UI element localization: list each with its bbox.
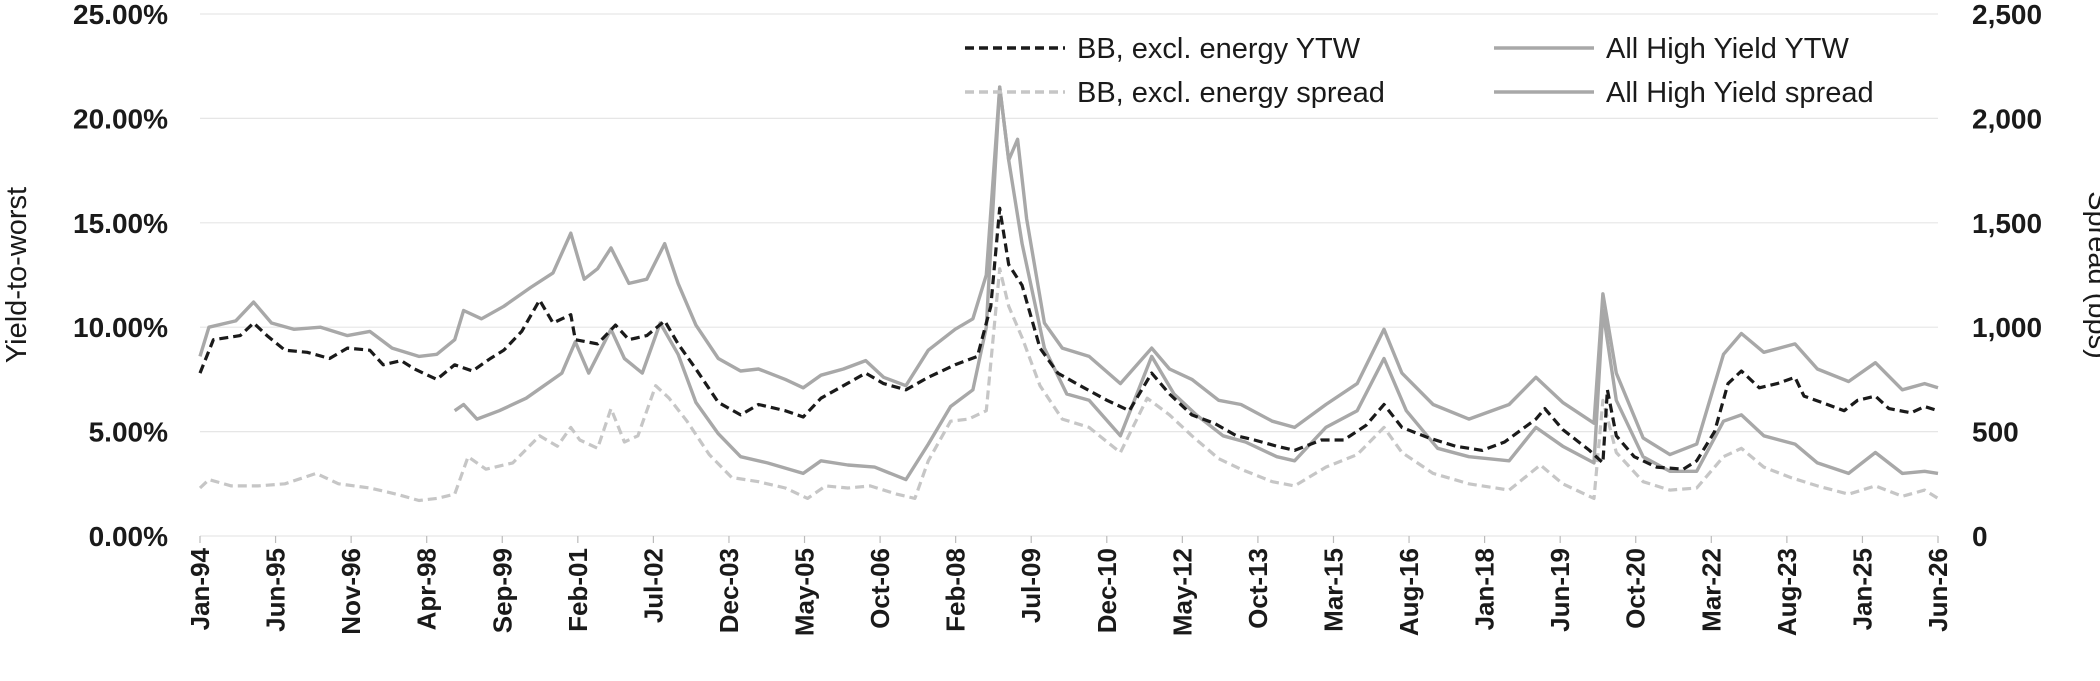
x-tick-label: Jun-26 (1923, 548, 1953, 632)
x-tick-label: Mar-22 (1696, 548, 1726, 632)
right-axis-title: Spread (bps) (2082, 191, 2100, 359)
right-tick-label: 2,000 (1972, 103, 2042, 134)
left-tick-label: 0.00% (89, 521, 168, 552)
x-tick-label: Dec-03 (714, 548, 744, 633)
left-tick-label: 15.00% (73, 208, 168, 239)
x-tick-label: Feb-08 (941, 548, 971, 632)
right-tick-label: 0 (1972, 521, 1988, 552)
left-axis-ticks: 0.00% 5.00% 10.00% 15.00% 20.00% 25.00% (73, 0, 168, 552)
x-tick-label: Nov-96 (336, 548, 366, 635)
left-tick-label: 20.00% (73, 103, 168, 134)
series-line-1 (198, 267, 1939, 503)
legend-label: All High Yield spread (1606, 77, 1874, 109)
right-tick-label: 1,500 (1972, 208, 2042, 239)
legend: BB, excl. energy YTW All High Yield YTW BB… (965, 33, 1874, 109)
right-axis-ticks: 0 500 1,000 1,500 2,000 2,500 (1972, 0, 2042, 552)
x-tick-label: Jan-94 (185, 547, 215, 630)
legend-label: BB, excl. energy spread (1077, 77, 1385, 109)
series-line-0 (198, 206, 1939, 471)
x-tick-label: Oct-20 (1621, 548, 1651, 629)
right-tick-label: 1,000 (1972, 312, 2042, 343)
x-axis-ticks: Jan-94 Jun-95 Nov-96 Apr-98 Sep-99 Feb-01 Jul-… (185, 536, 1953, 636)
x-tick-label: Jun-95 (261, 548, 291, 632)
x-tick-label: Jan-18 (1470, 548, 1500, 630)
series-line-2 (198, 85, 1939, 457)
left-axis-title: Yield-to-worst (1, 187, 33, 363)
left-tick-label: 10.00% (73, 312, 168, 343)
right-tick-label: 500 (1972, 417, 2019, 448)
legend-label: BB, excl. energy YTW (1077, 33, 1361, 65)
x-tick-label: Oct-06 (865, 548, 895, 629)
x-tick-label: Jul-09 (1016, 548, 1046, 623)
x-tick-label: May-12 (1167, 548, 1197, 636)
x-tick-label: Feb-01 (563, 548, 593, 632)
x-tick-label: Aug-23 (1772, 548, 1802, 636)
x-tick-label: Sep-99 (487, 548, 517, 633)
left-tick-label: 25.00% (73, 0, 168, 30)
x-tick-label: Dec-10 (1092, 548, 1122, 633)
series-line-3 (453, 85, 1939, 482)
left-tick-label: 5.00% (89, 417, 168, 448)
gridlines (200, 13, 1938, 537)
x-tick-label: Aug-16 (1394, 548, 1424, 636)
right-tick-label: 2,500 (1972, 0, 2042, 30)
legend-label: All High Yield YTW (1606, 33, 1849, 65)
x-tick-label: Jul-02 (638, 548, 668, 623)
x-tick-label: May-05 (790, 548, 820, 636)
x-tick-label: Mar-15 (1318, 548, 1348, 632)
x-tick-label: Oct-13 (1243, 548, 1273, 629)
x-tick-label: Apr-98 (412, 548, 442, 630)
x-tick-label: Jan-25 (1847, 548, 1877, 630)
x-tick-label: Jun-19 (1545, 548, 1575, 632)
series-lines (198, 85, 1939, 503)
